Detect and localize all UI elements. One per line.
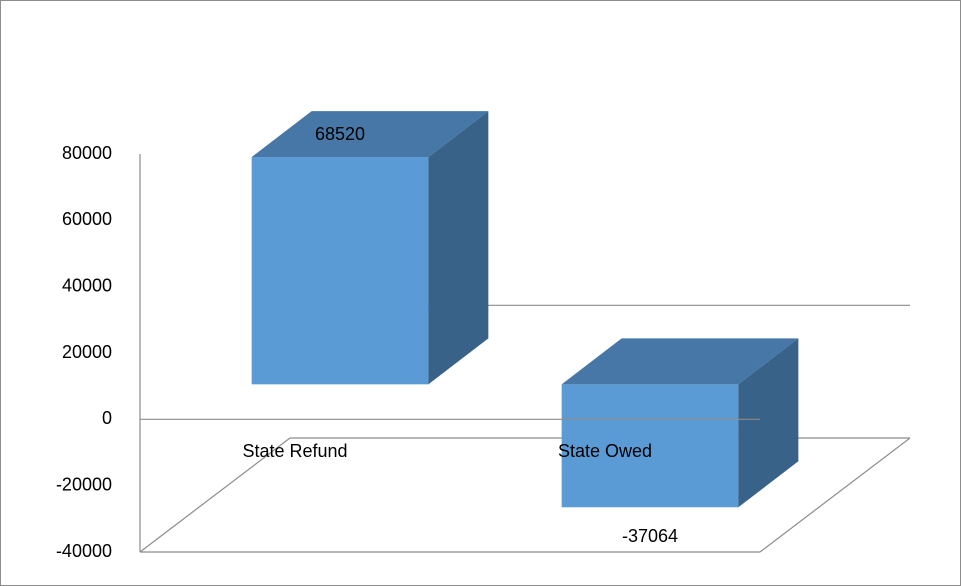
y-tick-label: 40000 bbox=[62, 275, 112, 295]
bar-top bbox=[251, 111, 489, 158]
y-tick-label: 80000 bbox=[62, 143, 112, 163]
floor-edge bbox=[139, 437, 291, 553]
bar bbox=[251, 157, 429, 385]
y-tick-label: 0 bbox=[102, 408, 112, 428]
x-tick-label: State Refund bbox=[242, 441, 347, 461]
bar-top bbox=[561, 338, 799, 385]
x-tick-label: State Owed bbox=[558, 441, 652, 461]
bar bbox=[561, 384, 739, 508]
bar-side bbox=[738, 338, 799, 508]
y-tick-label: 60000 bbox=[62, 209, 112, 229]
y-tick-label: -20000 bbox=[56, 474, 112, 494]
bar-side bbox=[428, 111, 489, 385]
floor-edge bbox=[759, 437, 911, 553]
y-tick-label: 20000 bbox=[62, 342, 112, 362]
y-tick-label: -40000 bbox=[56, 541, 112, 561]
value-label: 68520 bbox=[315, 124, 365, 144]
value-label: -37064 bbox=[622, 526, 678, 546]
